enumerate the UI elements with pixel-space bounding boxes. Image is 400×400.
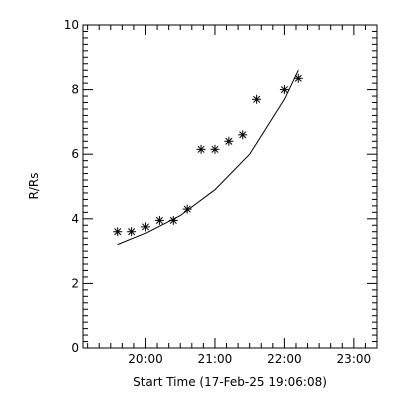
y-tick-label: 0 [71, 341, 79, 355]
y-tick-label: 4 [71, 212, 79, 226]
data-point [182, 204, 192, 214]
data-point [168, 215, 178, 225]
data-point [279, 85, 289, 95]
data-point [113, 227, 123, 237]
x-tick-labels: 20:00 21:00 22:00 23:00 [128, 352, 371, 366]
fit-line [117, 69, 299, 246]
x-tick-label: 21:00 [198, 352, 233, 366]
data-point [252, 94, 262, 104]
data-point [293, 73, 303, 83]
x-tick-label: 23:00 [337, 352, 372, 366]
data-point [141, 222, 151, 232]
y-axis-label: R/Rs [27, 173, 41, 200]
y-tick-label: 6 [71, 147, 79, 161]
x-tick-label: 22:00 [267, 352, 302, 366]
data-points [113, 73, 303, 237]
data-point [154, 215, 164, 225]
y-tick-label: 8 [71, 83, 79, 97]
data-point [127, 227, 137, 237]
data-point [210, 144, 220, 154]
y-tick-labels: 0 2 4 6 8 10 [64, 18, 79, 355]
y-tick-label: 10 [64, 18, 79, 32]
plot-frame [82, 24, 378, 349]
data-point [196, 144, 206, 154]
y-tick-label: 2 [71, 276, 79, 290]
data-point [224, 136, 234, 146]
x-tick-label: 20:00 [128, 352, 163, 366]
data-point [238, 130, 248, 140]
x-axis-label: Start Time (17-Feb-25 19:06:08) [133, 375, 327, 389]
tick-marks [83, 24, 378, 349]
